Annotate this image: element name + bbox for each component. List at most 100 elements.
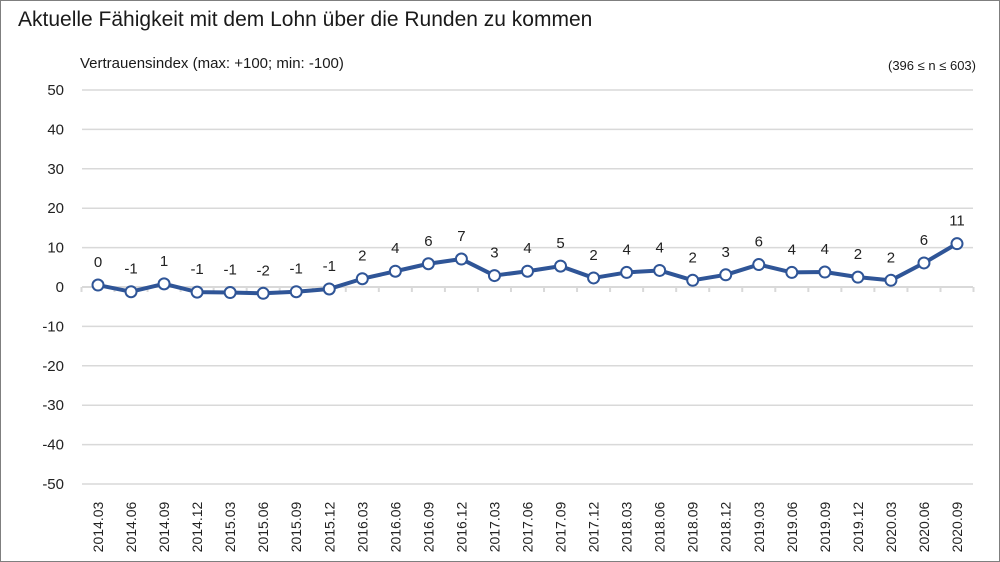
data-point: [719, 268, 733, 282]
x-tick-label: 2018.06: [652, 501, 668, 552]
x-tick-label: 2018.12: [718, 501, 734, 552]
data-point: [686, 273, 700, 287]
x-tick-label: 2014.06: [123, 501, 139, 552]
data-point: [587, 271, 601, 285]
x-tick-label: 2014.03: [90, 501, 106, 552]
data-point: [884, 273, 898, 287]
data-label: -1: [190, 261, 203, 278]
data-point: [454, 252, 468, 266]
y-tick-label: 10: [47, 240, 64, 257]
data-label: 4: [655, 239, 663, 256]
x-tick-label: 2014.12: [189, 501, 205, 552]
x-tick-label: 2015.03: [222, 501, 238, 552]
data-point: [421, 257, 435, 271]
data-point: [124, 285, 138, 299]
data-point: [256, 286, 270, 300]
x-tick-label: 2019.06: [784, 501, 800, 552]
data-label: 6: [920, 232, 928, 249]
data-point: [190, 285, 204, 299]
data-label: 7: [457, 228, 465, 245]
data-point: [785, 265, 799, 279]
x-tick-label: 2019.09: [817, 501, 833, 552]
data-label: 2: [358, 248, 366, 265]
data-point: [521, 264, 534, 278]
data-label: 3: [490, 245, 498, 262]
data-label: 4: [622, 241, 630, 258]
data-label: -1: [124, 261, 137, 278]
x-tick-label: 2020.09: [949, 501, 965, 552]
y-tick-label: 30: [47, 161, 64, 178]
x-tick-label: 2019.03: [751, 501, 767, 552]
data-labels: 0 -1 1 -1 -1 -2 -1 -1 2 4 6 7 3 4 5 2 4 4 2 3 6 4 4 2 2 6 11: [94, 213, 965, 280]
data-point: [355, 272, 369, 286]
x-tick-label: 2017.03: [486, 501, 502, 552]
data-label: 4: [391, 240, 399, 257]
y-axis-label: Vertrauensindex (max: +100; min: -100): [80, 55, 344, 72]
y-tick-labels: 50 40 30 20 10 0 -10 -20 -30 -40 -50: [42, 82, 64, 493]
data-point: [653, 263, 667, 277]
sample-size-note: (396 ≤ n ≤ 603): [888, 58, 976, 73]
x-tick-label: 2016.09: [420, 501, 436, 552]
x-tick-label: 2018.09: [685, 501, 701, 552]
data-point: [851, 270, 865, 284]
data-point: [289, 285, 303, 299]
data-point: [223, 286, 237, 300]
data-point: [752, 258, 766, 272]
data-label: -2: [257, 262, 270, 279]
y-tick-label: 50: [47, 82, 64, 99]
data-label: 2: [689, 249, 697, 266]
chart-title: Aktuelle Fähigkeit mit dem Lohn über die…: [18, 8, 593, 31]
data-point: [487, 269, 501, 283]
data-label: 0: [94, 254, 102, 271]
y-tick-label: 40: [47, 121, 64, 138]
x-tick-label: 2016.03: [354, 501, 370, 552]
data-label: 5: [556, 235, 564, 252]
data-label: 2: [887, 249, 895, 266]
y-tick-label: -10: [42, 318, 64, 335]
data-point: [157, 277, 171, 291]
y-tick-label: 20: [47, 200, 64, 217]
data-point: [917, 256, 931, 270]
x-tick-label: 2020.06: [916, 501, 932, 552]
data-label: 11: [949, 213, 965, 230]
y-tick-label: -20: [42, 358, 64, 375]
y-tick-label: 0: [56, 279, 64, 296]
data-label: 4: [821, 241, 829, 258]
x-tick-label: 2016.06: [387, 501, 403, 552]
x-tick-label: 2016.12: [453, 501, 469, 552]
x-tick-label: 2015.12: [321, 501, 337, 552]
data-label: 6: [424, 233, 432, 250]
data-point: [91, 278, 105, 292]
x-tick-label: 2017.06: [520, 501, 536, 552]
data-label: 4: [788, 241, 796, 258]
y-tick-label: -40: [42, 437, 64, 454]
grid-lines: [82, 89, 973, 485]
x-tick-label: 2014.09: [156, 501, 172, 552]
x-tick-label: 2018.03: [619, 501, 635, 552]
x-tick-label: 2017.09: [553, 501, 569, 552]
data-point: [388, 264, 402, 278]
y-tick-label: -50: [42, 476, 64, 493]
data-point: [620, 265, 634, 279]
data-label: 3: [722, 244, 730, 261]
x-tick-label: 2020.03: [883, 501, 899, 552]
data-label: 4: [523, 240, 531, 257]
data-label: 2: [589, 247, 597, 264]
x-tick-label: 2019.12: [850, 501, 866, 552]
data-point: [950, 237, 964, 251]
y-tick-label: -30: [42, 397, 64, 414]
data-point: [322, 282, 336, 296]
data-label: 2: [854, 246, 862, 263]
x-tick-label: 2017.12: [586, 501, 602, 552]
x-tick-label: 2015.09: [288, 501, 304, 552]
data-label: -1: [323, 258, 336, 275]
data-point: [554, 259, 568, 273]
data-label: 6: [755, 234, 763, 251]
data-series: [91, 237, 964, 300]
x-tick-label: 2015.06: [255, 501, 271, 552]
data-point: [818, 265, 832, 279]
data-label: -1: [223, 262, 236, 279]
data-label: -1: [290, 261, 303, 278]
data-label: 1: [160, 253, 168, 270]
